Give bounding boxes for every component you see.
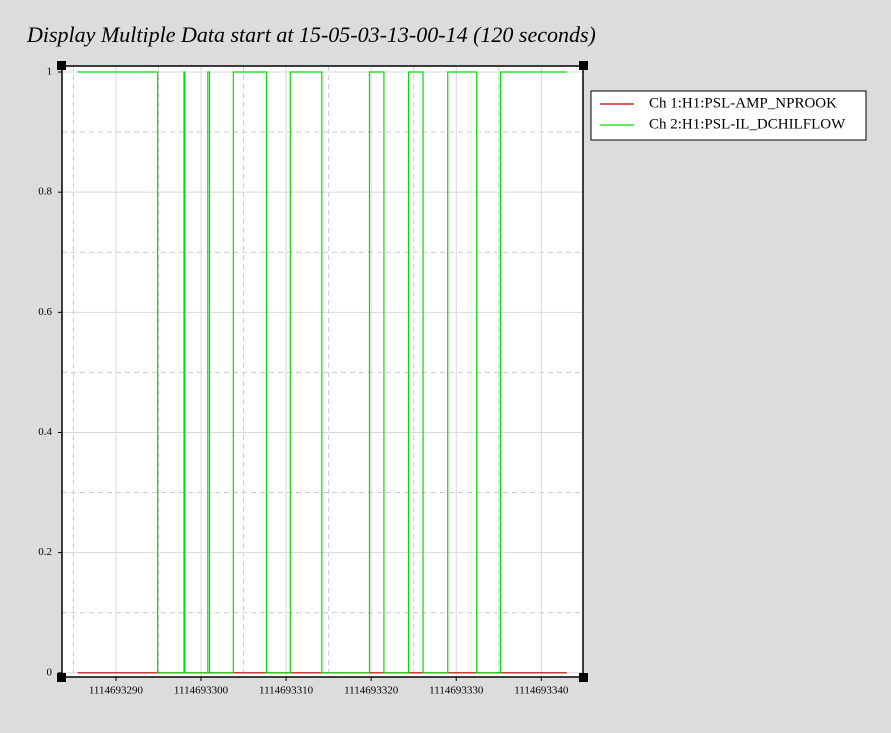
plot-border	[61, 65, 584, 678]
y-tick-label: 1	[47, 66, 53, 78]
corner-handle	[579, 61, 588, 70]
y-tick-label: 0.4	[38, 426, 52, 438]
y-tick-label: 0.2	[38, 546, 52, 558]
y-tick-label: 0.8	[38, 186, 52, 198]
corner-handle	[57, 673, 66, 682]
plot-area	[62, 66, 583, 677]
chart-title: Display Multiple Data start at 15-05-03-…	[26, 22, 596, 47]
legend-label: Ch 1:H1:PSL-AMP_NPROOK	[649, 95, 837, 111]
series-line	[77, 71, 567, 674]
lines	[77, 71, 567, 674]
legend	[590, 90, 867, 141]
x-tick-label: 1114693330	[429, 685, 484, 697]
x-tick-label: 1114693310	[259, 685, 314, 697]
y-tick-label: 0	[47, 666, 53, 678]
x-tick-label: 1114693320	[344, 685, 399, 697]
x-tick-label: 1114693340	[514, 685, 569, 697]
x-tick-label: 1114693290	[89, 685, 144, 697]
legend-label: Ch 2:H1:PSL-IL_DCHILFLOW	[649, 116, 846, 132]
corner-handle	[579, 673, 588, 682]
y-tick-label: 0.6	[38, 306, 52, 318]
corner-handle	[57, 61, 66, 70]
x-tick-label: 1114693300	[174, 685, 229, 697]
